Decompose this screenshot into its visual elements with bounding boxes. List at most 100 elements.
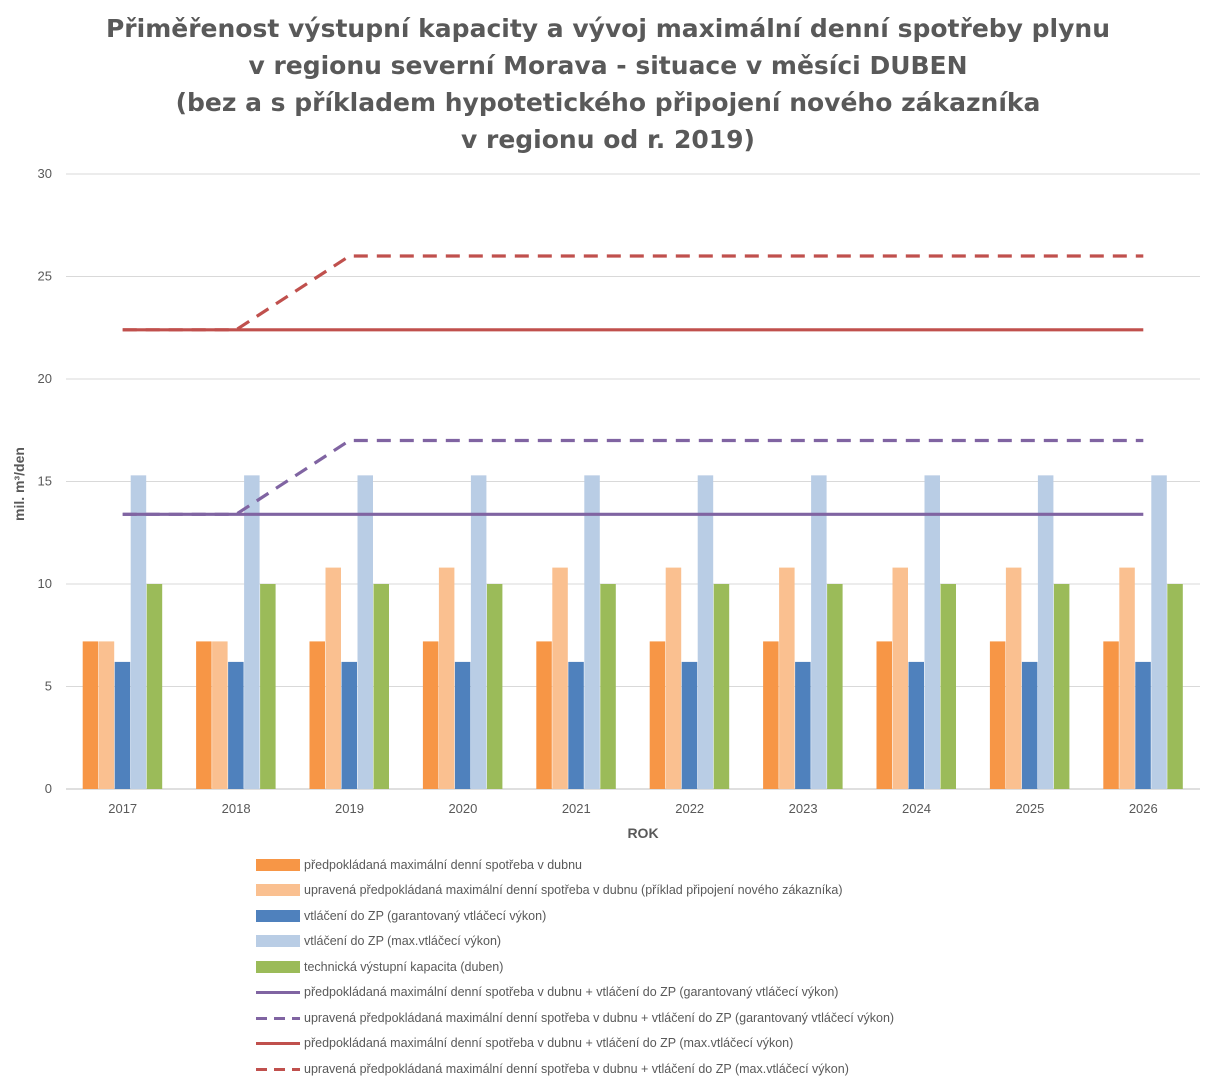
bar <box>892 567 908 789</box>
bar <box>309 641 325 789</box>
y-tick-label: 25 <box>38 269 52 284</box>
legend: předpokládaná maximální denní spotřeba v… <box>256 852 1156 1082</box>
legend-label: vtláčení do ZP (garantovaný vtláčecí výk… <box>304 908 547 923</box>
y-tick-label: 10 <box>38 576 52 591</box>
x-tick-label: 2024 <box>902 801 931 816</box>
bar <box>536 641 552 789</box>
bar <box>146 584 163 789</box>
bar <box>1053 584 1070 789</box>
bar <box>373 584 389 789</box>
bar <box>989 641 1006 789</box>
x-axis-title: ROK <box>627 825 658 841</box>
bar <box>876 641 892 789</box>
bar <box>552 567 568 789</box>
legend-line-swatch <box>256 1012 300 1024</box>
y-tick-label: 20 <box>38 371 52 386</box>
bar <box>244 475 260 789</box>
bar <box>697 475 714 789</box>
legend-bar-swatch <box>256 960 300 973</box>
bar <box>924 475 940 789</box>
legend-label: upravená předpokládaná maximální denní s… <box>304 1061 849 1076</box>
bar <box>763 641 779 789</box>
bar <box>325 567 341 789</box>
bar <box>130 475 147 789</box>
bar <box>438 567 455 789</box>
legend-item: technická výstupní kapacita (duben) <box>256 954 1156 980</box>
chart-title-line: Přiměřenost výstupní kapacity a vývoj ma… <box>105 14 1111 43</box>
legend-item: předpokládaná maximální denní spotřeba v… <box>256 852 1156 878</box>
bar <box>811 475 827 789</box>
bar-series-group <box>82 475 1183 789</box>
bar <box>779 567 795 789</box>
bar <box>795 661 811 789</box>
bar <box>1005 567 1022 789</box>
bar <box>600 584 616 789</box>
bar <box>908 661 924 789</box>
bar <box>827 584 843 789</box>
y-tick-label: 15 <box>38 474 52 489</box>
x-tick-label: 2023 <box>789 801 818 816</box>
legend-bar-swatch <box>256 884 300 897</box>
x-tick-label: 2021 <box>562 801 591 816</box>
x-tick-label: 2022 <box>675 801 704 816</box>
bar <box>357 475 373 789</box>
bar <box>681 661 698 789</box>
legend-item: vtláčení do ZP (max.vtláčecí výkon) <box>256 929 1156 955</box>
legend-label: upravená předpokládaná maximální denní s… <box>304 1010 895 1025</box>
x-tick-label: 2019 <box>335 801 364 816</box>
bar <box>1037 475 1054 789</box>
bar <box>1119 567 1135 789</box>
dashed-series-line <box>122 254 1144 332</box>
legend-bar-swatch <box>256 858 300 871</box>
x-tick-label: 2026 <box>1129 801 1158 816</box>
x-tick-label: 2025 <box>1015 801 1044 816</box>
x-tick-label: 2018 <box>222 801 251 816</box>
legend-label: předpokládaná maximální denní spotřeba v… <box>304 1036 794 1051</box>
x-tick-label: 2020 <box>448 801 477 816</box>
y-tick-label: 30 <box>38 166 52 181</box>
bar <box>82 641 99 789</box>
bar <box>98 641 115 789</box>
bar <box>114 661 131 789</box>
bar <box>486 584 503 789</box>
chart-title: Přiměřenost výstupní kapacity a vývoj ma… <box>0 10 1216 158</box>
bar <box>940 584 956 789</box>
bar <box>228 661 244 789</box>
chart-title-line: (bez a s příkladem hypotetického připoje… <box>175 88 1041 117</box>
line-series-group <box>122 254 1144 516</box>
bar <box>422 641 439 789</box>
bar <box>713 584 730 789</box>
legend-label: upravená předpokládaná maximální denní s… <box>304 883 843 898</box>
y-axis-ticks: 0 5 10 15 20 25 30 <box>38 166 52 796</box>
bar <box>1167 584 1183 789</box>
x-axis-ticks: 2017 2018 2019 2020 2021 2022 2023 2024 2025 2026 <box>108 801 1158 816</box>
bar <box>568 661 584 789</box>
legend-item: upravená předpokládaná maximální denní s… <box>256 1056 1156 1082</box>
chart-title-line: v regionu severní Morava - situace v měs… <box>248 51 968 80</box>
bar <box>341 661 357 789</box>
legend-bar-swatch <box>256 909 300 922</box>
legend-item: upravená předpokládaná maximální denní s… <box>256 878 1156 904</box>
legend-bar-swatch <box>256 935 300 948</box>
bar <box>196 641 212 789</box>
legend-item: vtláčení do ZP (garantovaný vtláčecí výk… <box>256 903 1156 929</box>
y-tick-label: 5 <box>45 679 52 694</box>
bar <box>260 584 276 789</box>
bar <box>1021 661 1038 789</box>
legend-item: předpokládaná maximální denní spotřeba v… <box>256 1031 1156 1057</box>
y-tick-label: 0 <box>45 781 52 796</box>
bar <box>454 661 471 789</box>
dashed-series-line <box>122 438 1144 516</box>
legend-label: vtláčení do ZP (max.vtláčecí výkon) <box>304 934 502 949</box>
legend-item: předpokládaná maximální denní spotřeba v… <box>256 980 1156 1006</box>
legend-line-swatch <box>256 1037 300 1049</box>
bar <box>665 567 682 789</box>
y-axis-title: mil. m³/den <box>11 447 27 521</box>
legend-label: předpokládaná maximální denní spotřeba v… <box>304 857 582 872</box>
bar <box>212 641 228 789</box>
bar <box>1151 475 1167 789</box>
chart-title-line: v regionu od r. 2019) <box>461 125 755 154</box>
legend-label: předpokládaná maximální denní spotřeba v… <box>304 985 839 1000</box>
bar <box>470 475 487 789</box>
